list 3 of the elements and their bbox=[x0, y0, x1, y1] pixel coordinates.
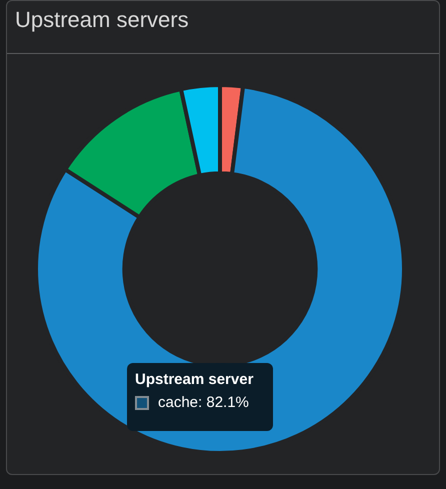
chart-title: Upstream servers bbox=[7, 1, 439, 54]
legend-label: cache: 82.1% bbox=[158, 394, 249, 411]
text: Upstream server bbox=[135, 371, 254, 388]
